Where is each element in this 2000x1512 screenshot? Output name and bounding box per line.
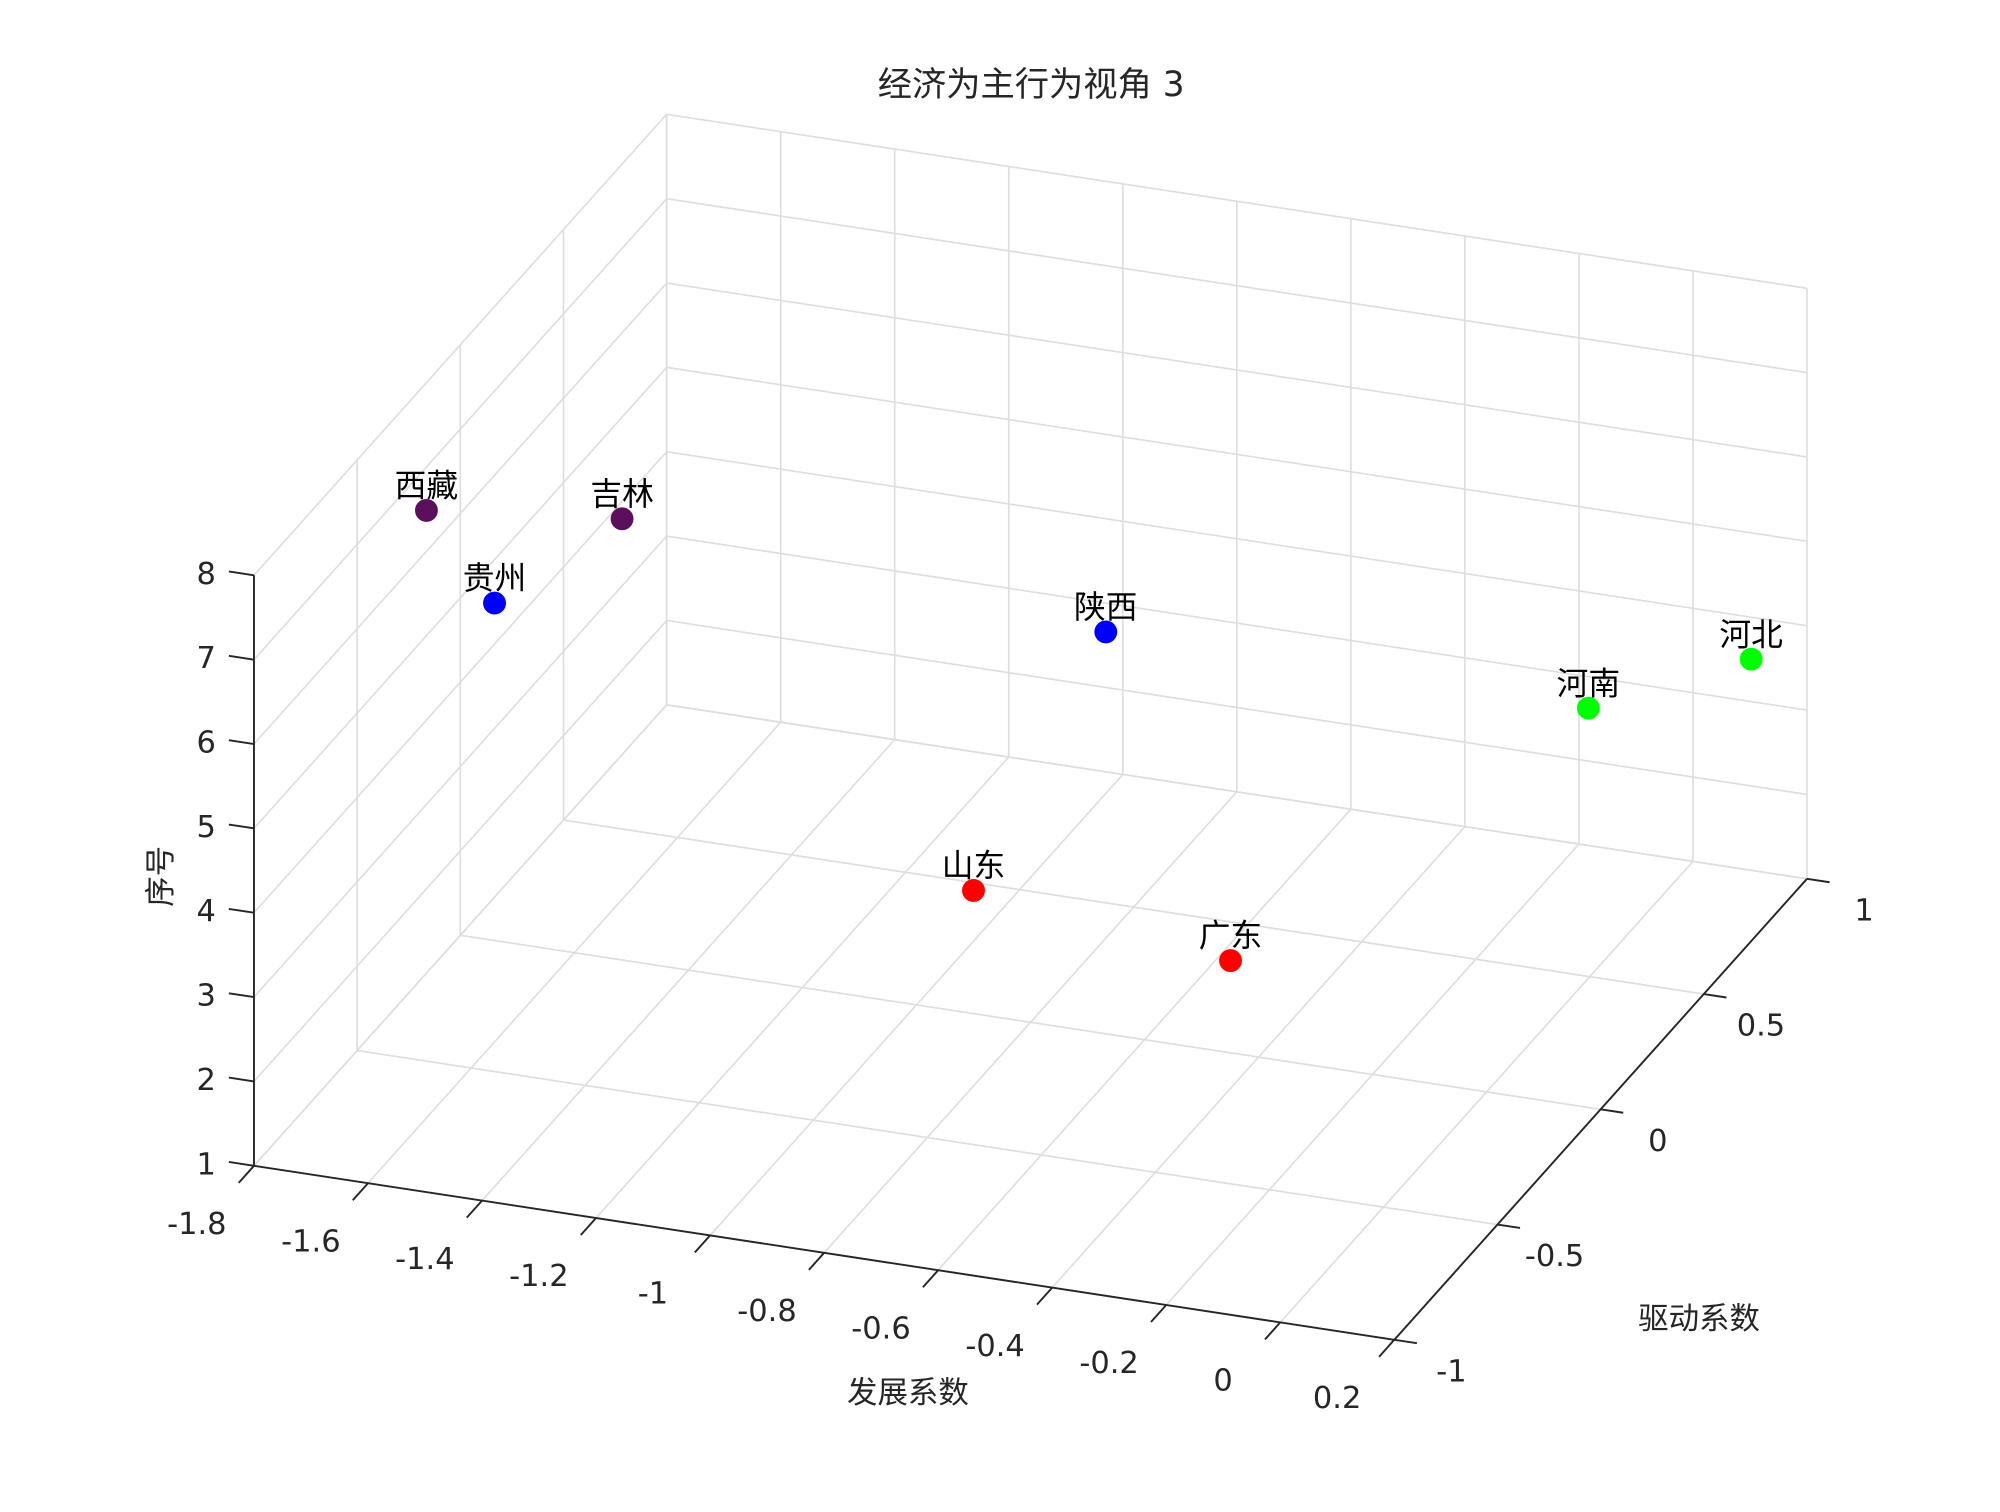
z-tick <box>228 570 255 577</box>
x-tick <box>1036 1286 1053 1306</box>
z-tick <box>228 1161 255 1167</box>
point <box>483 591 506 615</box>
x-tick-label: -1.2 <box>509 1259 568 1294</box>
y-tick-label: -0.5 <box>1525 1239 1584 1274</box>
point-label: 山东 <box>942 849 1005 885</box>
x-tick <box>352 1182 369 1201</box>
x-tick-label: -0.2 <box>1079 1346 1138 1381</box>
z-tick <box>228 654 255 661</box>
point-label: 贵州 <box>463 561 526 597</box>
point <box>1739 647 1763 671</box>
grid-line <box>253 366 668 829</box>
z-tick-label: 3 <box>196 979 215 1014</box>
y-tick-label: 0.5 <box>1737 1009 1785 1044</box>
z-tick-label: 6 <box>196 726 215 761</box>
grid-line <box>253 451 668 914</box>
x-tick-label: -0.6 <box>851 1311 910 1346</box>
z-tick-label: 1 <box>196 1147 215 1182</box>
x-axis-title: 发展系数 <box>847 1376 969 1411</box>
y-tick-label: -1 <box>1436 1354 1466 1389</box>
grid-line <box>253 198 668 661</box>
grid-line <box>666 366 1808 543</box>
point-label: 陕西 <box>1074 590 1137 626</box>
z-tick-label: 7 <box>196 641 215 676</box>
x-tick <box>922 1269 939 1288</box>
point <box>1576 696 1600 720</box>
point-label: 吉林 <box>590 477 653 513</box>
grid-line <box>666 197 1808 374</box>
grid-line <box>666 704 1808 880</box>
z-tick <box>228 739 255 745</box>
point-label: 广东 <box>1199 919 1262 955</box>
z-tick <box>228 907 255 914</box>
grid-line <box>253 282 668 745</box>
point <box>415 499 438 522</box>
z-tick-label: 8 <box>196 557 215 592</box>
z-tick-label: 2 <box>196 1063 215 1098</box>
chart-title: 经济为主行为视角 3 <box>878 65 1185 105</box>
x-tick-label: -1.8 <box>167 1207 226 1242</box>
point-label: 西藏 <box>395 469 458 505</box>
x-tick-label: -1.6 <box>281 1224 340 1259</box>
grid-line <box>253 113 668 576</box>
z-tick <box>228 992 255 999</box>
x-tick-label: 0 <box>1213 1364 1232 1399</box>
x-tick <box>1264 1321 1281 1341</box>
x-tick <box>1378 1339 1395 1358</box>
point <box>1219 949 1242 973</box>
z-axis-title: 序号 <box>144 846 179 907</box>
grid-line <box>666 619 1808 796</box>
y-tick-label: 1 <box>1854 893 1873 928</box>
y-tick-label: 0 <box>1648 1124 1667 1159</box>
x-tick-label: -1 <box>638 1277 668 1312</box>
point <box>1094 620 1118 644</box>
x-tick <box>580 1217 597 1236</box>
x-tick <box>694 1234 711 1254</box>
grid-line <box>253 619 668 1083</box>
y-tick <box>1394 1338 1418 1345</box>
grid-line <box>563 819 1704 995</box>
y-axis-title: 驱动系数 <box>1638 1302 1760 1337</box>
grid-line <box>666 535 1808 711</box>
x-tick-label: -1.4 <box>395 1242 454 1277</box>
y-tick <box>1600 1108 1624 1114</box>
x-tick-label: -0.4 <box>965 1329 1024 1364</box>
grid-line <box>253 535 668 998</box>
y-tick <box>1806 877 1830 884</box>
x-tick <box>1150 1304 1167 1323</box>
point-label: 河南 <box>1557 666 1620 702</box>
grid-line <box>357 1049 1498 1226</box>
point <box>610 507 634 531</box>
grid-line <box>666 282 1808 458</box>
grid-line <box>666 113 1808 290</box>
grid-line <box>460 934 1601 1111</box>
x-tick <box>238 1165 255 1184</box>
x-tick-label: -0.8 <box>737 1294 796 1329</box>
y-tick <box>1497 1223 1521 1229</box>
x-tick <box>808 1252 825 1271</box>
z-tick <box>228 1076 255 1083</box>
point <box>962 879 985 902</box>
z-tick <box>228 823 255 830</box>
z-tick-label: 4 <box>196 894 215 929</box>
point-label: 河北 <box>1719 617 1782 653</box>
x-tick <box>466 1199 483 1219</box>
y-tick <box>1703 993 1727 999</box>
grid-line <box>253 704 668 1167</box>
x-tick-label: 0.2 <box>1313 1381 1361 1416</box>
grid-line <box>666 450 1808 627</box>
z-tick-label: 5 <box>196 810 215 845</box>
